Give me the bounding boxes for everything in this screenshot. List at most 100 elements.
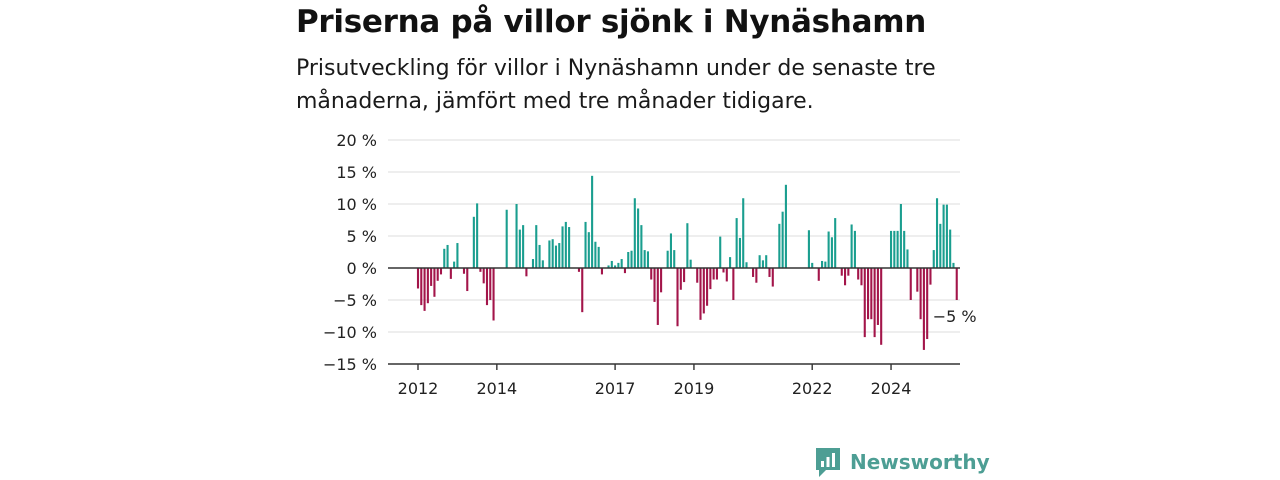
bar: [561, 226, 564, 268]
bar: [541, 260, 544, 268]
bar: [850, 224, 853, 268]
bar: [929, 268, 932, 285]
bar: [758, 255, 761, 268]
bar: [489, 268, 492, 300]
bar: [479, 268, 482, 272]
chart-title: Priserna på villor sjönk i Nynäshamn: [296, 4, 926, 40]
bar: [554, 245, 558, 268]
bar: [945, 204, 948, 268]
brand-name: Newsworthy: [850, 450, 990, 474]
bar: [827, 231, 830, 268]
bar: [722, 268, 725, 273]
bar: [591, 175, 594, 268]
bar: [676, 268, 679, 327]
bar: [863, 268, 866, 338]
bar: [518, 229, 521, 268]
bar: [735, 218, 738, 268]
y-tick-label: 10 %: [336, 195, 377, 214]
y-tick-label: 0 %: [347, 259, 377, 278]
y-tick-label: 5 %: [347, 227, 377, 246]
bar: [742, 198, 745, 268]
bar: [610, 260, 613, 268]
bar: [462, 268, 466, 274]
last-value-annotation: −5 %: [933, 307, 977, 326]
bar: [732, 268, 735, 300]
bar-series: [416, 175, 958, 350]
bar: [650, 268, 653, 280]
bar: [423, 268, 426, 311]
bar: [909, 268, 912, 300]
bar: [597, 246, 600, 268]
bar: [834, 218, 837, 268]
bar: [482, 268, 485, 284]
bar: [686, 223, 689, 268]
bar: [761, 260, 764, 268]
bar: [587, 232, 590, 268]
bar: [689, 259, 692, 268]
bar: [430, 268, 433, 286]
bar: [633, 198, 636, 268]
bar: [683, 268, 686, 283]
bar: [439, 268, 443, 275]
bar: [620, 259, 623, 268]
bar: [476, 203, 479, 268]
x-tick-label: 2014: [476, 379, 517, 398]
x-tick-label: 2012: [398, 379, 439, 398]
bar: [630, 250, 633, 268]
y-tick-label: −10 %: [323, 323, 377, 342]
x-tick-label: 2024: [871, 379, 912, 398]
bar: [768, 268, 771, 277]
bar: [577, 268, 581, 272]
newsworthy-logo: Newsworthy: [814, 446, 990, 478]
bar: [857, 268, 860, 280]
bar: [784, 184, 787, 268]
bar: [889, 230, 893, 268]
bar: [853, 230, 856, 268]
bar: [715, 268, 718, 280]
bar: [702, 268, 705, 314]
bar: [416, 268, 420, 289]
bar: [752, 268, 755, 277]
bar: [844, 268, 847, 286]
y-tick-label: −15 %: [323, 355, 377, 374]
bar: [525, 268, 528, 277]
bar: [922, 268, 925, 350]
x-tick-label: 2019: [674, 379, 715, 398]
bar: [899, 204, 902, 268]
bar: [696, 268, 699, 283]
bar: [433, 268, 436, 297]
bar: [666, 250, 669, 268]
bar: [505, 209, 508, 268]
bar: [807, 230, 810, 268]
bar: [880, 268, 883, 345]
bar: [860, 268, 863, 286]
bar: [952, 262, 955, 268]
bar: [531, 259, 535, 268]
bar: [637, 208, 640, 268]
bar: [584, 221, 587, 268]
bar: [643, 250, 646, 268]
bar: [660, 268, 663, 293]
bar: [600, 268, 604, 275]
bar: [942, 204, 945, 268]
bar: [472, 216, 475, 268]
bar: [939, 223, 942, 268]
bar: [656, 268, 659, 325]
x-tick-label: 2022: [792, 379, 833, 398]
bar: [893, 230, 896, 268]
bar: [627, 252, 630, 268]
bar: [558, 243, 561, 268]
bar: [623, 268, 627, 274]
bar: [449, 268, 452, 279]
bar: [551, 239, 554, 268]
bar: [824, 261, 827, 268]
x-axis: 2012 2014 2017 2019 2022 2024: [388, 267, 960, 398]
bar: [594, 241, 597, 268]
x-tick-label: 2017: [595, 379, 636, 398]
bar: [673, 250, 676, 268]
bar: [436, 268, 439, 281]
bar: [821, 260, 824, 268]
bar: [426, 268, 429, 304]
bar: [729, 257, 732, 268]
bar: [568, 227, 571, 268]
